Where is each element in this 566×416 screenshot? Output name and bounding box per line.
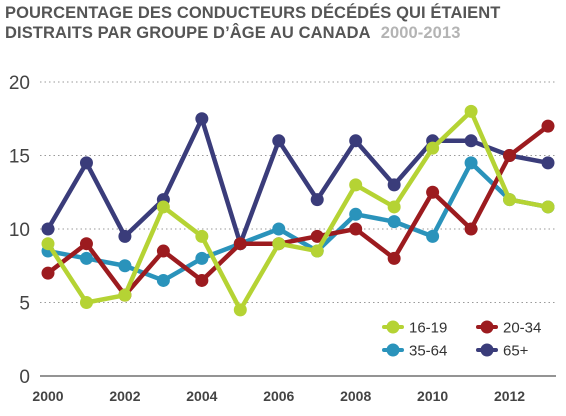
data-point [387, 251, 401, 265]
data-point [464, 222, 478, 236]
x-tick-label: 2004 [186, 388, 217, 404]
data-point [79, 251, 93, 265]
data-point [387, 215, 401, 229]
data-point [503, 193, 517, 207]
chart-title-line-2: DISTRAITS PAR GROUPE D’ÂGE AU CANADA 2000… [5, 23, 561, 43]
legend-item: 35-64 [382, 343, 447, 360]
chart-title-line-2-text: DISTRAITS PAR GROUPE D’ÂGE AU CANADA [5, 24, 371, 42]
series-line-20-34 [45, 123, 551, 298]
data-point [310, 244, 324, 258]
x-tick-label: 2006 [263, 388, 294, 404]
data-point [233, 303, 247, 317]
y-tick-label: 15 [9, 147, 30, 168]
legend-swatch-marker [386, 320, 400, 334]
x-tick-label: 2002 [109, 388, 140, 404]
y-tick-label: 5 [19, 294, 30, 315]
legend: 16-19 20-34 35-64 65+ [382, 320, 541, 360]
data-point [464, 134, 478, 148]
data-point [541, 200, 555, 214]
y-axis: 0 5 10 15 20 [9, 73, 30, 388]
data-point [464, 156, 478, 170]
series-16-19 [41, 104, 555, 317]
x-tick-label: 2012 [494, 388, 525, 404]
data-point [41, 237, 55, 251]
data-point [41, 266, 55, 280]
data-point [118, 259, 132, 273]
data-point [426, 141, 440, 155]
data-point [349, 134, 363, 148]
chart-subtitle: 2000-2013 [380, 24, 461, 42]
data-point [79, 237, 93, 251]
x-tick-label: 2010 [417, 388, 448, 404]
data-point [41, 222, 55, 236]
data-point [349, 207, 363, 221]
series-20-34 [41, 119, 555, 302]
series-line-16-19 [45, 109, 551, 313]
data-point [310, 229, 324, 243]
legend-item: 16-19 [382, 320, 447, 337]
data-point [195, 273, 209, 287]
data-point [195, 229, 209, 243]
legend-label: 16-19 [409, 320, 447, 337]
data-point [272, 134, 286, 148]
data-point [541, 156, 555, 170]
data-point [79, 296, 93, 309]
data-point [387, 178, 401, 192]
data-point [310, 193, 324, 207]
data-point [118, 288, 132, 302]
data-point [464, 104, 478, 118]
grid-lines [40, 81, 556, 377]
data-point [156, 244, 170, 258]
legend-item: 20-34 [476, 320, 541, 337]
data-point [272, 222, 286, 236]
data-point [349, 222, 363, 236]
data-point [195, 112, 209, 126]
legend-swatch-marker [386, 343, 400, 357]
data-point [79, 156, 93, 170]
data-point [503, 149, 517, 162]
data-point [272, 237, 286, 251]
data-point [387, 200, 401, 214]
y-tick-label: 0 [19, 367, 30, 388]
x-tick-label: 2000 [32, 388, 63, 404]
chart-title-line-1: POURCENTAGE DES CONDUCTEURS DÉCÉDÉS QUI … [5, 4, 501, 22]
x-tick-label: 2008 [340, 388, 371, 404]
chart-title-block: POURCENTAGE DES CONDUCTEURS DÉCÉDÉS QUI … [5, 3, 561, 43]
data-point [233, 237, 247, 251]
data-point [156, 273, 170, 287]
legend-swatch-marker [480, 343, 494, 357]
series-layer [41, 104, 555, 317]
data-point [195, 251, 209, 265]
data-point [541, 119, 555, 133]
legend-item: 65+ [476, 343, 529, 360]
data-point [426, 229, 440, 243]
series-65 [41, 112, 555, 251]
legend-label: 20-34 [503, 320, 541, 337]
y-tick-label: 10 [9, 220, 30, 241]
x-axis: 2000 2002 2004 2006 2008 2010 2012 [32, 388, 525, 404]
legend-label: 65+ [503, 343, 529, 360]
legend-swatch-marker [480, 320, 494, 334]
y-tick-label: 20 [9, 73, 30, 94]
data-point [426, 185, 440, 199]
data-point [349, 178, 363, 192]
data-point [156, 200, 170, 214]
data-point [118, 229, 132, 243]
legend-label: 35-64 [409, 343, 447, 360]
